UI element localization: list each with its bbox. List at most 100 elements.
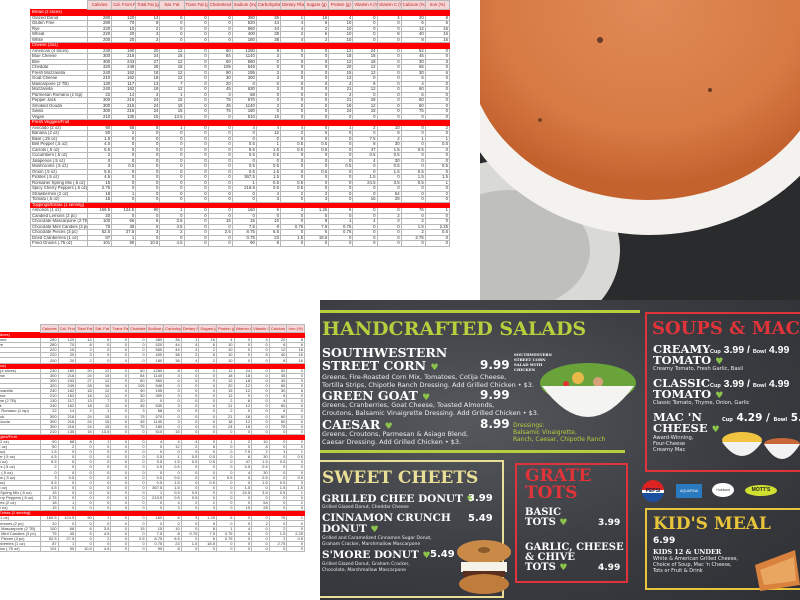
dessert-name: CINNAMON CRUNCH DONUT ♥ [322,512,451,536]
salad-desc: Greens, Croutons, Parmesan & Asiago Blen… [322,430,469,446]
table-cell: 10.5 [135,240,161,247]
table-cell: 0 [424,86,451,93]
table-cell: 0 [304,240,330,247]
column-header: Cal. From Fat [111,0,137,10]
table-cell: 30 [207,75,233,82]
table-cell: 10.5 [75,545,94,553]
menu-board: HANDCRAFTED SALADS SOUTHWESTERN STREET CO… [320,300,800,600]
table-cell: 28 [135,64,161,71]
table-cell: 195 [231,69,257,76]
column-header: Calories [40,324,59,333]
dessert-price: 5.49 [468,513,493,524]
table-cell: 0 [183,91,209,98]
row-label: Chocolate Mint Candies (3 pc) [0,530,41,537]
table-cell: 45 [207,102,233,109]
salad-name: CAESAR ♥ [322,417,393,432]
table-cell: 216 [111,108,137,115]
sweet-cheets-section [320,460,504,598]
heart-icon: ♥ [422,393,431,403]
salad-photo-caption: SOUTHWESTERN STREET CORN SALAD WITH CHICKEN [514,352,553,372]
table-cell: 24 [135,108,161,115]
column-header: Vitamin A (%) [233,324,253,333]
table-cell: 12 [159,69,185,76]
table-cell: 18 [135,69,161,76]
soup-price: Cup 3.99 / Bowl 4.99 [710,344,790,356]
table-cell: 70 [111,20,137,27]
section-title: Fresh Veggies/Fruit [30,119,450,126]
motts-logo: MOTT'S [745,485,777,496]
table-cell: 0 [183,69,209,76]
table-cell: 249 [111,64,137,71]
table-row: Chocolate Mint Candies (3 pc)754554.5007… [0,530,305,537]
tots-name: BASIC TOTS ♥ [525,507,568,529]
table-cell: 68 [231,91,257,98]
soup-price: Cup 4.29 / Bowl 5.29 [722,412,800,424]
column-header: Sugars (g) [198,324,217,333]
table-cell: 570 [231,97,257,104]
sweet-cheets-title: SWEET CHEETS [322,468,479,488]
table-cell: 0 [183,25,209,32]
salad-name: GREEN GOAT ♥ [322,388,431,403]
table-cell: 0 [183,75,209,82]
table-cell: 2 [135,25,161,32]
table-cell: 0 [183,80,209,87]
soup-name: CLASSIC TOMATO ♥ [653,376,724,401]
table-cell: 0 [183,14,209,21]
table-cell: 8 [135,20,161,27]
section-row: Fresh Veggies/Fruit [30,119,450,126]
column-header: Calcium (%) [268,324,288,333]
table-cell: 1 [159,91,185,98]
table-cell: 0 [328,240,354,247]
column-header: Sat. Fat [159,0,185,10]
salad-price: 8.99 [480,417,510,431]
table-cell: 380 [231,14,257,21]
soup-desc: Creamy Tomato, Fresh Garlic, Basil [653,366,744,372]
table-cell: 90 [207,69,233,76]
table-cell: 0 [424,64,451,71]
table-cell: 45 [207,86,233,93]
table-cell: 117 [111,80,137,87]
table-cell: 6 [424,69,451,76]
table-cell: 0 [183,108,209,115]
table-cell: 560 [231,25,257,32]
table-cell: 90 [111,240,137,247]
table-cell: 0 [268,545,288,553]
salad-desc: Greens, Cranberries, Goat Cheese, Toaste… [322,401,540,417]
table-cell: 10 [111,25,137,32]
dessert-price: 3.99 [468,493,493,504]
row-label: Chocolate Mascarpone (2 TB) [30,218,88,225]
column-header: Vitamin C (%) [251,324,270,333]
table-cell: 0 [233,545,253,553]
table-cell: 510 [231,113,257,120]
donut-sandwich-image [457,540,511,594]
table-cell: 13 [135,80,161,87]
dessert-name: GRILLED CHEE DONUT ♥ [322,493,475,505]
grate-tots-section [515,463,628,583]
soups-title: SOUPS & MAC [652,318,800,339]
heart-icon: ♥ [384,422,393,432]
kids-meal-desc: White & American Grilled Cheese, Choice o… [653,556,739,574]
table-cell: 0 [207,25,233,32]
table-cell: 0 [376,240,402,247]
table-cell: 216 [111,97,137,104]
table-cell: 101 [40,545,59,553]
salad-divider [320,310,640,313]
table-cell: 0 [183,113,209,120]
salad-price: 9.99 [480,388,510,402]
dessert-desc: Grilled Glazed Donut, Graham Cracker, Cho… [322,562,410,573]
kids-meal-section [645,508,800,590]
